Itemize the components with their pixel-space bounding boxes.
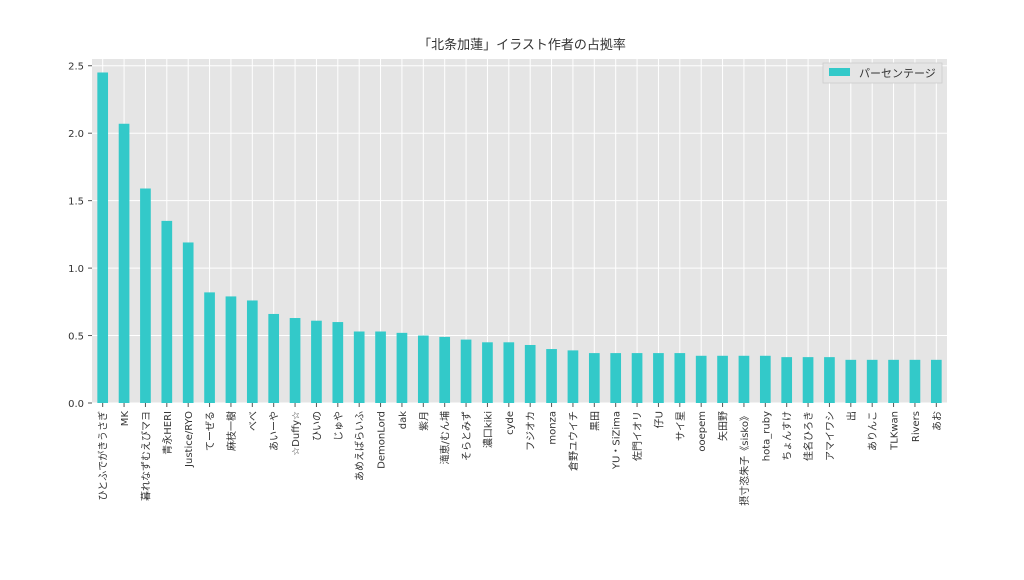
bar	[353, 331, 365, 403]
bar	[610, 353, 622, 403]
bar	[845, 359, 857, 403]
legend-swatch	[829, 68, 850, 76]
x-axis: ひとふでがきうさぎ MK 暮れなずむえびマヨ 青永HERI Justice/RYO てーぜ…	[97, 403, 943, 506]
x-tick-label: 青永HERI	[161, 411, 174, 455]
bar	[930, 359, 942, 403]
bar	[204, 292, 215, 403]
y-tick-label: 2.5	[68, 62, 84, 73]
x-tick-label: ooepem	[697, 411, 708, 452]
x-tick-label: ひいの	[312, 411, 323, 441]
x-tick-label: フジオカ	[525, 411, 537, 451]
bar	[759, 355, 771, 403]
bar	[140, 188, 151, 403]
x-tick-label: DemonLord	[377, 411, 388, 469]
bar	[482, 342, 493, 403]
x-tick-label: あめえばらいふ	[354, 411, 366, 481]
x-tick-label: cyde	[505, 411, 516, 435]
bar	[161, 220, 173, 403]
bar	[738, 355, 750, 403]
x-tick-label: 矢田野	[717, 411, 730, 441]
bar	[824, 357, 835, 403]
x-tick-label: ありんこ	[867, 411, 879, 451]
bar	[118, 123, 130, 404]
bar	[332, 322, 344, 403]
bar	[909, 359, 921, 403]
x-tick-label: ひとふでがきうさぎ	[97, 411, 110, 501]
bar	[567, 350, 579, 403]
x-tick-label: あお	[931, 411, 943, 431]
bar	[289, 318, 301, 403]
bar	[396, 332, 408, 403]
bar	[417, 335, 429, 403]
bar	[503, 342, 515, 403]
bar	[375, 331, 386, 403]
bar	[631, 353, 643, 403]
x-tick-label: 倉野ユウイチ	[567, 411, 580, 471]
x-tick-label: 暮れなずむえびマヨ	[139, 411, 152, 501]
bar	[311, 320, 322, 403]
x-tick-label: そらとみず	[461, 411, 473, 461]
bar	[802, 357, 814, 403]
x-tick-label: サイ星	[675, 411, 687, 441]
legend: パーセンテージ	[822, 62, 943, 84]
y-tick-label: 1.0	[68, 264, 84, 275]
x-tick-label: 佳名ひろき	[802, 411, 815, 461]
x-tick-label: monza	[548, 411, 559, 445]
x-tick-label: dak	[398, 411, 409, 429]
bar	[439, 336, 451, 403]
x-tick-label: べべ	[248, 411, 259, 431]
x-tick-label: 麻枝一樹	[225, 411, 238, 451]
x-tick-label: 滝恵/むん埔	[439, 411, 452, 464]
x-tick-label: 摂寸恣朱子《sisko》	[738, 411, 751, 506]
bar	[182, 242, 194, 403]
x-tick-label: ちょんすけ	[782, 411, 794, 461]
y-tick-label: 0.5	[68, 332, 84, 343]
x-tick-label: ☆Duffy☆	[291, 411, 302, 456]
x-tick-label: 黒田	[589, 411, 601, 431]
x-tick-label: あいーや	[269, 411, 281, 451]
x-tick-label: てーぜる	[205, 411, 217, 451]
y-tick-label: 1.5	[68, 197, 84, 208]
x-tick-label: 紫月	[418, 411, 430, 431]
bar	[225, 296, 237, 403]
plot-area	[92, 59, 947, 403]
chart-title: 「北条加蓮」イラスト作者の占拠率	[418, 37, 626, 53]
y-tick-label: 2.0	[68, 129, 84, 140]
x-tick-label: hota_ruby	[761, 411, 772, 461]
x-tick-label: MK	[120, 411, 131, 427]
bar	[588, 353, 600, 403]
bar	[717, 355, 728, 403]
bar	[674, 353, 686, 403]
bars	[97, 72, 942, 404]
bar	[866, 359, 878, 403]
bar	[97, 72, 109, 403]
bar	[653, 353, 664, 403]
bar	[546, 349, 557, 403]
y-axis: 0.0 0.5 1.0 1.5 2.0 2.5	[68, 62, 92, 410]
x-tick-label: 仔U	[653, 411, 665, 428]
y-tick-label: 0.0	[68, 399, 84, 410]
bar	[695, 355, 707, 403]
x-tick-label: Justice/RYO	[184, 411, 195, 468]
x-tick-label: 濃口kiki	[481, 411, 494, 448]
bar	[246, 300, 258, 403]
x-tick-label: 出	[845, 411, 858, 421]
bar	[460, 339, 472, 403]
bar	[268, 313, 280, 403]
x-tick-label: TLKwan	[890, 411, 901, 451]
legend-box	[822, 62, 943, 84]
x-tick-label: YU・SiZima	[612, 411, 623, 470]
bar	[888, 359, 899, 403]
x-tick-label: 佐門イオリ	[632, 411, 644, 461]
bar	[781, 357, 793, 403]
x-tick-label: Rivers	[911, 411, 922, 442]
x-tick-label: じゅや	[333, 411, 345, 441]
x-tick-label: アマイワシ	[825, 411, 836, 461]
bar	[524, 344, 536, 403]
legend-label: パーセンテージ	[859, 67, 936, 80]
